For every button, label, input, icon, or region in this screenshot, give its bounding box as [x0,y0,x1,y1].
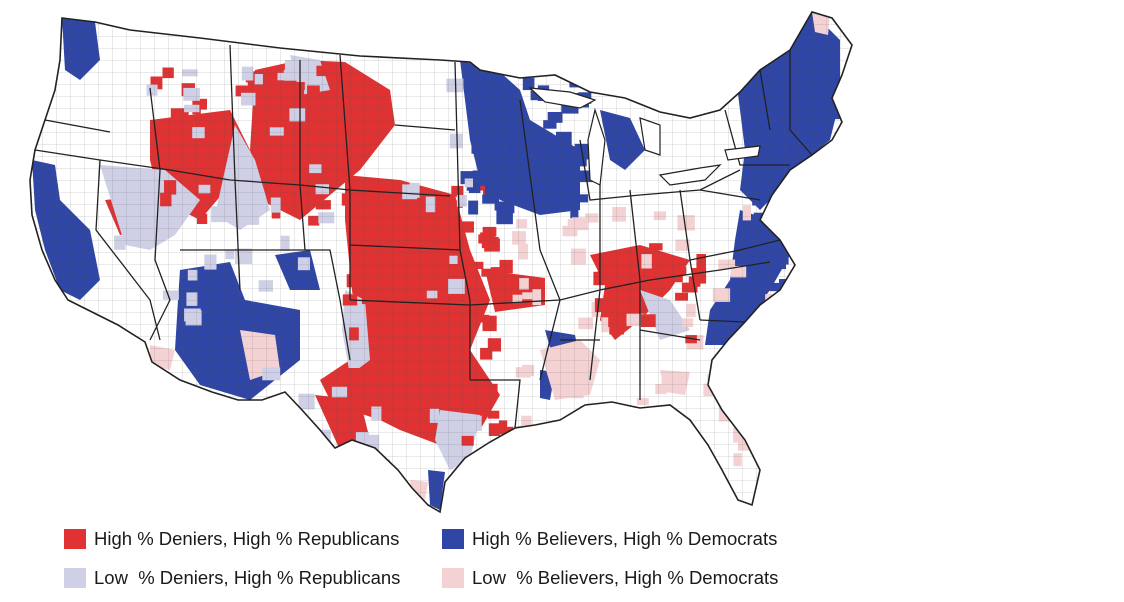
county-cell [824,232,835,242]
county-cell [838,148,851,160]
county-cell [798,272,812,285]
county-cell [808,257,825,266]
county-cell [572,455,582,468]
legend-label: High % Believers, High % Democrats [472,528,778,549]
county-cell [244,403,262,420]
county-cell [579,405,594,422]
legend-swatch-lavender [64,568,86,588]
county-cell [799,300,809,316]
map-legend: High % Deniers, High % Republicans High … [64,528,824,598]
legend-label: High % Deniers, High % Republicans [94,528,400,549]
county-cell [830,244,847,257]
county-cell [138,410,155,424]
county-cell [754,371,767,386]
county-cell [807,280,818,295]
county-cell [830,283,842,298]
legend-label: Low % Deniers, High % Republicans [94,567,401,588]
legend-label: Low % Believers, High % Democrats [472,567,779,588]
county-cell [108,399,120,413]
us-county-map [29,11,853,513]
legend-item-low-deniers-high-republicans: Low % Deniers, High % Republicans [64,567,400,589]
county-cell [627,419,637,429]
county-cell [821,163,831,173]
county-cell [830,145,843,153]
legend-swatch-blue [442,529,464,549]
legend-swatch-red [64,529,86,549]
county-cell [741,406,755,419]
county-cell [684,436,699,444]
county-cell [328,448,337,463]
county-cell [772,338,786,348]
legend-swatch-pink [442,568,464,588]
county-cell [739,331,755,347]
county-cell [773,304,783,320]
county-cell [826,149,836,161]
county-cell [751,380,769,394]
county-cell [503,61,517,75]
county-cell [806,254,823,262]
county-cell [819,324,833,333]
legend-item-low-believers-high-democrats: Low % Believers, High % Democrats [442,567,778,589]
state-borders [34,44,813,429]
county-cell [831,191,847,201]
county-cell [595,421,607,432]
county-cell [837,212,847,225]
great-lakes [528,87,761,186]
county-cell [808,231,826,246]
county-cell [773,342,785,355]
county-cell [107,447,125,463]
county-cell [805,325,814,340]
county-cell [809,222,822,239]
county-cell [757,423,770,434]
legend-item-high-believers-high-democrats: High % Believers, High % Democrats [442,528,777,550]
legend-item-high-deniers-high-republicans: High % Deniers, High % Republicans [64,528,399,550]
county-cell [807,284,820,292]
county-cell [656,447,668,456]
county-cell [799,216,808,228]
county-cell [759,42,772,54]
